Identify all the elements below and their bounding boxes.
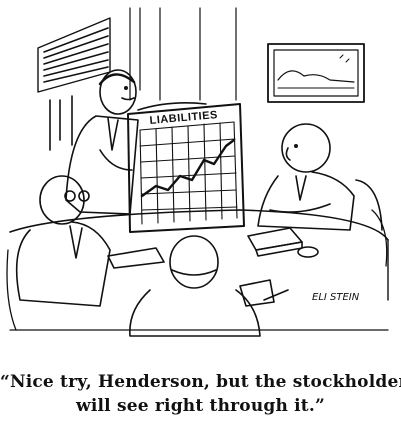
caption-line-1: “Nice try, Henderson, but the stockholde…: [0, 372, 401, 392]
executive-right-figure: [257, 123, 383, 231]
caption-line-2: will see right through it.”: [76, 396, 325, 416]
wall-panels: [129, 7, 237, 101]
chairs: [6, 209, 388, 331]
framed-picture: [267, 43, 365, 103]
liabilities-chart-board: [127, 103, 245, 233]
executive-center-figure: [129, 235, 261, 337]
artist-signature: ELI STEIN: [312, 292, 360, 303]
cartoon-caption: “Nice try, Henderson, but the stockholde…: [0, 370, 401, 418]
window-blinds: [37, 17, 111, 151]
executive-left-figure: [15, 175, 111, 307]
liabilities-chart-label: LIABILITIES: [149, 109, 218, 127]
conference-table: [9, 209, 389, 331]
table-items: [107, 227, 319, 307]
